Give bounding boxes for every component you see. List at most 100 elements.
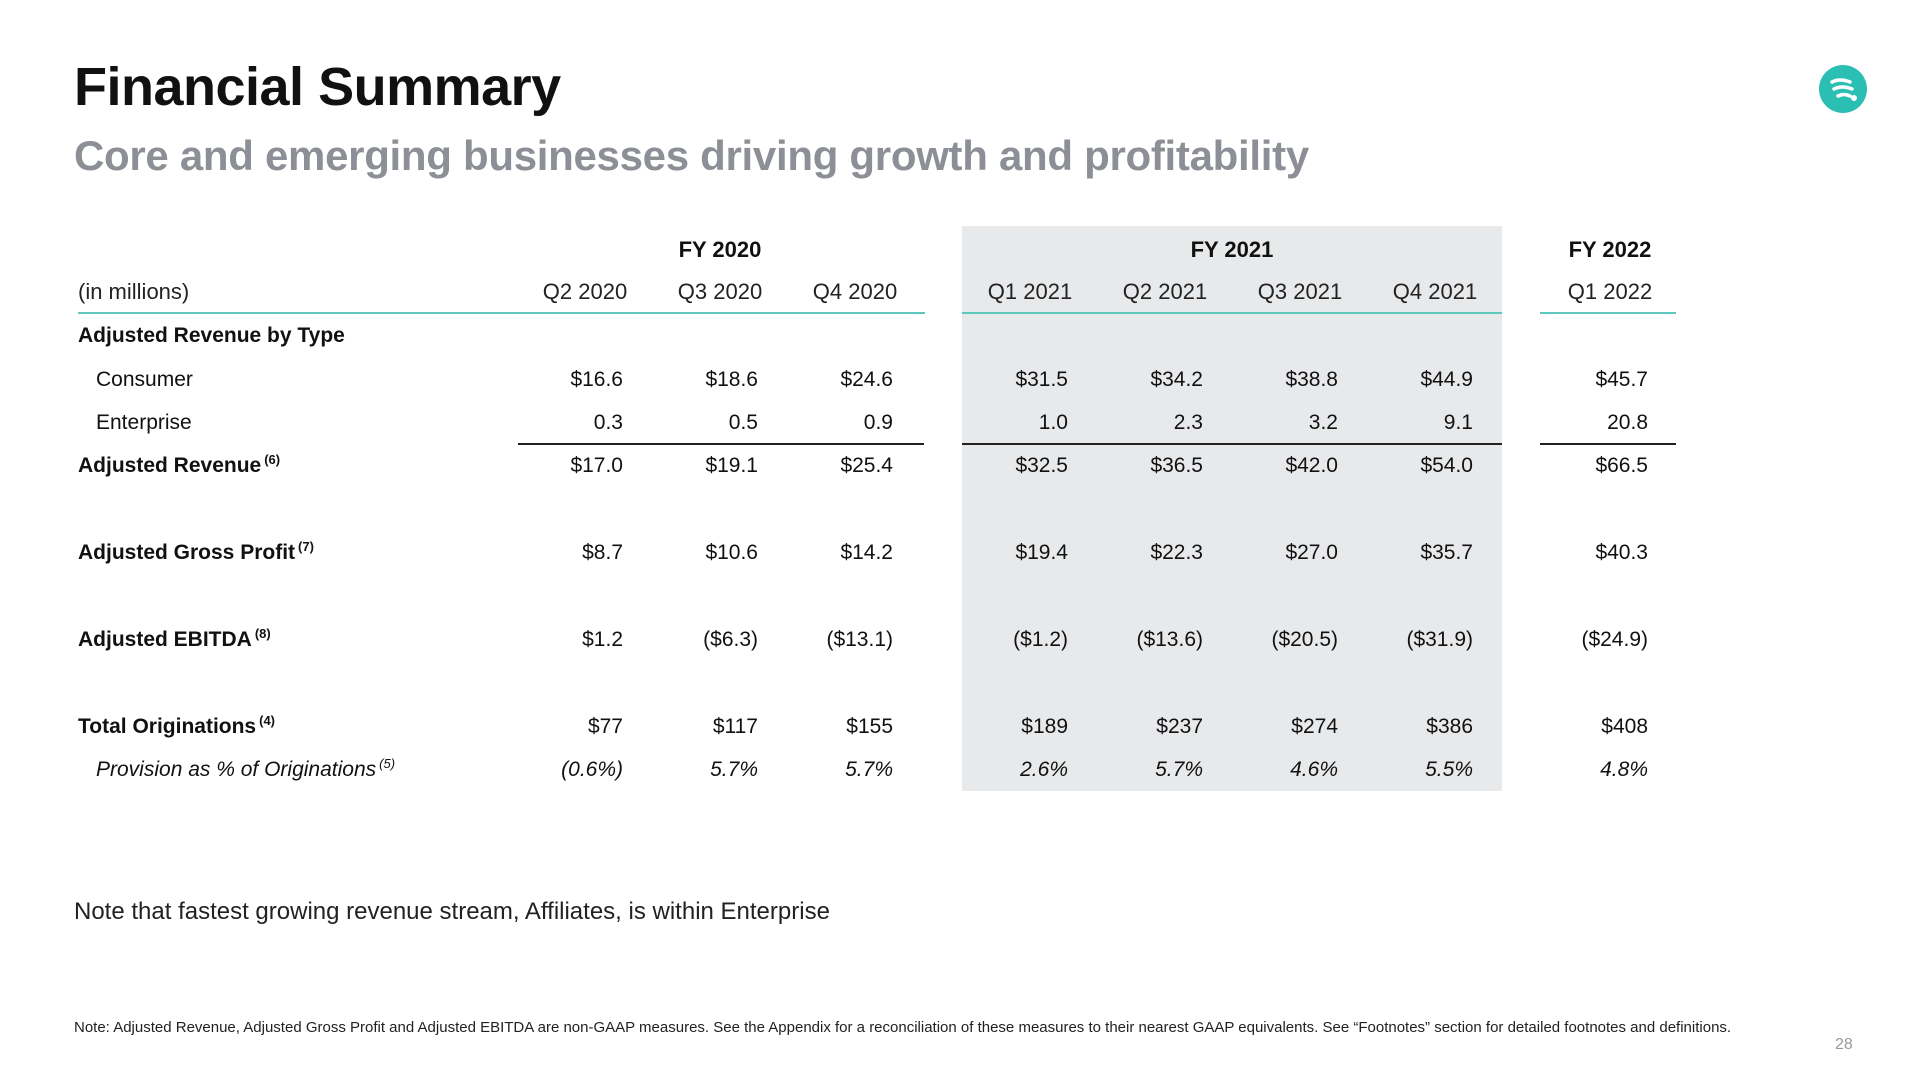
table-cell: $22.3 (1150, 541, 1203, 564)
table-cell: $25.4 (840, 454, 893, 477)
row-label-text: Adjusted EBITDA (78, 628, 252, 651)
table-cell: $14.2 (840, 541, 893, 564)
unit-label: (in millions) (78, 279, 190, 304)
column-header: Q1 2022 (1567, 279, 1653, 304)
table-cell: $1.2 (582, 628, 623, 651)
table-cell: $10.6 (705, 541, 758, 564)
section-heading: Adjusted Revenue by Type (78, 324, 345, 347)
header-rule-fy2022 (1540, 312, 1676, 314)
table-cell: $237 (1156, 715, 1203, 738)
table-cell: $17.0 (570, 454, 623, 477)
table-cell: (0.6%) (561, 758, 623, 781)
table-cell: $408 (1601, 715, 1648, 738)
table-cell: 9.1 (1443, 411, 1473, 434)
table-cell: 1.0 (1038, 411, 1068, 434)
table-cell: $19.1 (705, 454, 758, 477)
table-cell: $386 (1426, 715, 1473, 738)
row-label-text: Provision as % of Originations (96, 758, 377, 781)
chat-bubble-logo-icon (1819, 65, 1867, 113)
table-cell: ($13.1) (826, 628, 893, 651)
row-label: Consumer (96, 366, 193, 394)
table-cell: $35.7 (1420, 541, 1473, 564)
table-cell: ($13.6) (1136, 628, 1203, 651)
table-cell: $274 (1291, 715, 1338, 738)
subtotal-rule-fy2022 (1540, 443, 1676, 445)
footnote-marker: (8) (254, 626, 271, 641)
table-cell: $8.7 (582, 541, 623, 564)
row-label: Total Originations (4) (78, 713, 275, 741)
table-cell: $54.0 (1420, 454, 1473, 477)
header-rule-fy2021 (962, 312, 1502, 314)
column-header: Q1 2021 (987, 279, 1073, 304)
page-number: 28 (1835, 1036, 1853, 1053)
page-title: Financial Summary (74, 57, 561, 117)
table-cell: $18.6 (705, 368, 758, 391)
page-subtitle: Core and emerging businesses driving gro… (74, 132, 1309, 179)
table-cell: $189 (1021, 715, 1068, 738)
group-header-fy2020: FY 2020 (678, 237, 762, 262)
table-cell: 20.8 (1607, 411, 1648, 434)
table-cell: $77 (587, 715, 623, 738)
table-cell: 3.2 (1308, 411, 1338, 434)
table-cell: ($24.9) (1581, 628, 1648, 651)
table-cell: $66.5 (1595, 454, 1648, 477)
table-cell: 4.6% (1290, 758, 1338, 781)
header-rule-fy2020 (78, 312, 925, 314)
table-cell: 0.9 (863, 411, 893, 434)
table-cell: 5.7% (1155, 758, 1203, 781)
table-cell: ($1.2) (1013, 628, 1068, 651)
row-label-text: Consumer (96, 368, 193, 391)
table-cell: 2.6% (1020, 758, 1068, 781)
row-label-text: Adjusted Gross Profit (78, 541, 296, 564)
footnote-marker: (7) (298, 539, 314, 554)
table-cell: $31.5 (1015, 368, 1068, 391)
row-label: Enterprise (96, 409, 192, 437)
group-header-fy2021: FY 2021 (1190, 237, 1274, 262)
column-header: Q4 2021 (1392, 279, 1478, 304)
table-cell: 4.8% (1600, 758, 1648, 781)
fy2021-shaded-panel (962, 226, 1502, 791)
footnote-marker: (6) (264, 452, 281, 467)
table-cell: 2.3 (1173, 411, 1203, 434)
table-cell: 5.7% (845, 758, 893, 781)
row-label-text: Total Originations (78, 715, 257, 738)
footnote-marker: (4) (259, 713, 276, 728)
row-label: Adjusted EBITDA (8) (78, 626, 271, 654)
table-cell: $27.0 (1285, 541, 1338, 564)
row-label-text: Adjusted Revenue (78, 454, 262, 477)
row-label: Provision as % of Originations (5) (96, 756, 395, 784)
callout-note: Note that fastest growing revenue stream… (74, 898, 830, 925)
table-cell: ($20.5) (1271, 628, 1338, 651)
table-cell: $32.5 (1015, 454, 1068, 477)
table-cell: ($31.9) (1406, 628, 1473, 651)
table-cell: $19.4 (1015, 541, 1068, 564)
footnote-text: Note: Adjusted Revenue, Adjusted Gross P… (74, 1019, 1732, 1036)
table-cell: $155 (846, 715, 893, 738)
column-header: Q4 2020 (812, 279, 898, 304)
group-header-fy2022: FY 2022 (1568, 237, 1652, 262)
row-label: Adjusted Revenue (6) (78, 452, 280, 480)
table-cell: $24.6 (840, 368, 893, 391)
subtotal-rule-fy2020 (518, 443, 924, 445)
column-header: Q3 2020 (677, 279, 763, 304)
table-cell: $36.5 (1150, 454, 1203, 477)
table-cell: $117 (712, 715, 758, 738)
table-cell: 0.5 (728, 411, 758, 434)
table-cell: $40.3 (1595, 541, 1648, 564)
table-cell: ($6.3) (703, 628, 758, 651)
table-cell: $45.7 (1595, 368, 1648, 391)
footnote-marker: (5) (379, 756, 396, 771)
table-cell: $42.0 (1285, 454, 1338, 477)
table-cell: 0.3 (593, 411, 623, 434)
table-cell: $34.2 (1150, 368, 1203, 391)
table-cell: $44.9 (1420, 368, 1473, 391)
row-label-text: Enterprise (96, 411, 192, 434)
table-cell: 5.7% (710, 758, 758, 781)
column-header: Q3 2021 (1257, 279, 1343, 304)
table-cell: $16.6 (570, 368, 623, 391)
row-label: Adjusted Gross Profit (7) (78, 539, 314, 567)
column-header: Q2 2020 (542, 279, 628, 304)
table-cell: $38.8 (1285, 368, 1338, 391)
subtotal-rule-fy2021 (962, 443, 1502, 445)
table-cell: 5.5% (1425, 758, 1473, 781)
